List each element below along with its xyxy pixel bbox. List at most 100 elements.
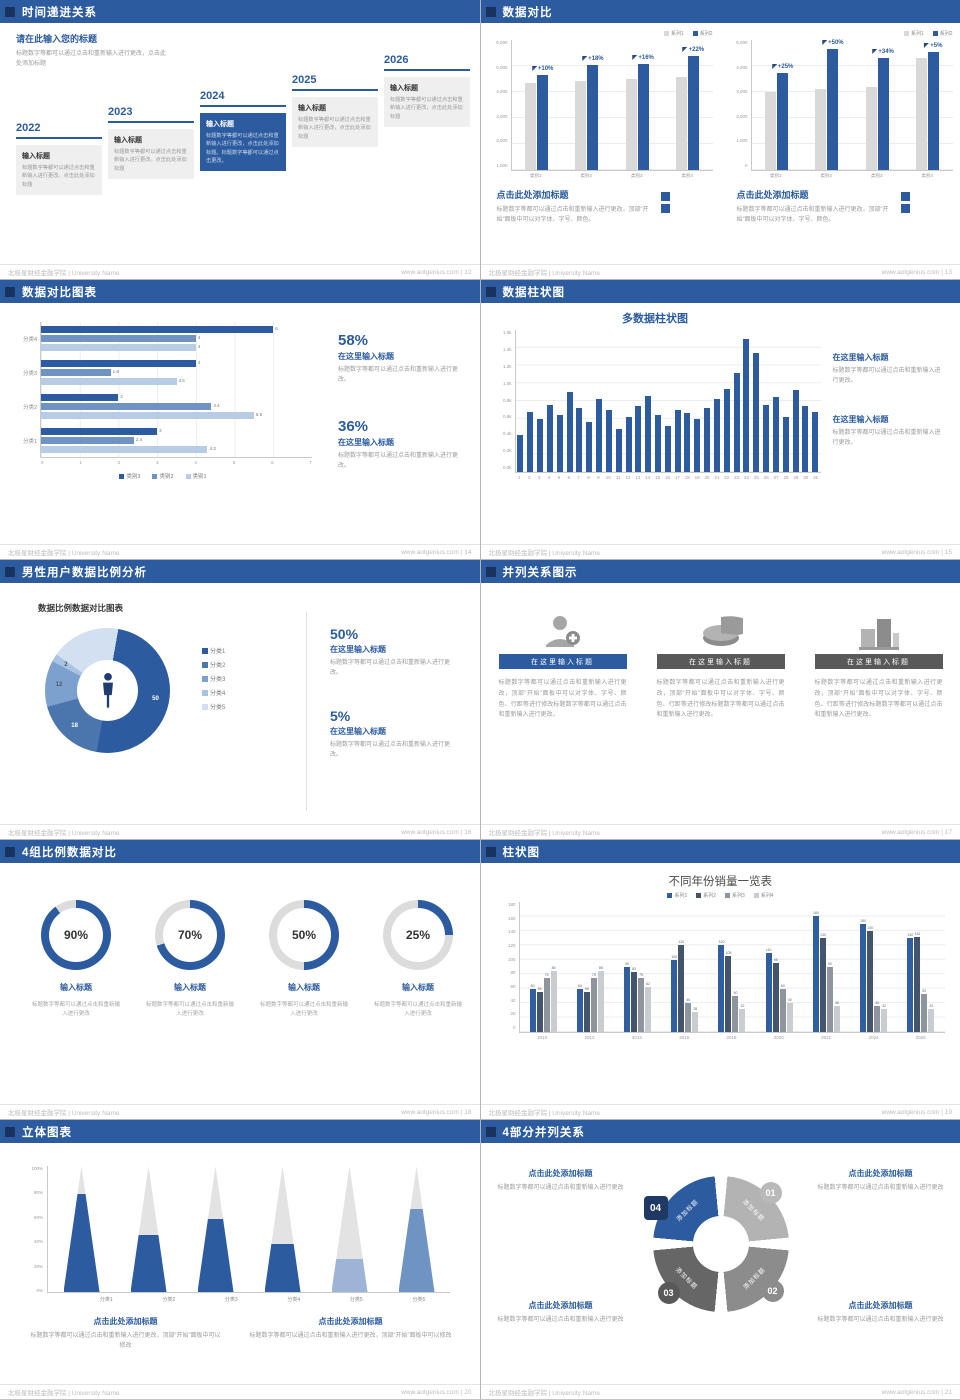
segment-label: 添加标题 (675, 1199, 700, 1224)
value-label: 36 (875, 1001, 880, 1005)
x-tick: 15 (655, 475, 661, 480)
category-label: 分类4 (22, 337, 37, 343)
bar: 60 (576, 984, 583, 1032)
caption-title: 点击此处添加标题 (736, 190, 809, 200)
bar (537, 418, 544, 472)
slide-20[interactable]: 立体图表 100% 80% 60% 40% 20% 0% 分类1 分类2 分类3 分类4 分类5 分类… (0, 1120, 480, 1399)
step-year: 2022 (16, 122, 102, 139)
y-tick: 5,000 (496, 64, 508, 70)
badge-03: 03 (657, 1282, 680, 1304)
ring-chart-50: 50% (269, 900, 339, 970)
value-label: 62 (646, 982, 650, 987)
footer-separator: | (941, 1108, 943, 1116)
y-tick: 4,000 (496, 89, 508, 95)
bar (743, 338, 750, 472)
category-axis: 分类4 分类3 分类2 分类1 (14, 322, 40, 458)
stat-body: 标题数字等都可以通过点击和重新输入进行更改。 (338, 367, 459, 384)
corner-block: 点击此处添加标题 标题数字等都可以通过点击和重新输入进行更改 (813, 1300, 949, 1325)
slide-18[interactable]: 4组比例数据对比 90% 输入标题 标题数字等都可以通过点击和重新输入进行更改 … (0, 840, 480, 1119)
value-label: 28 (693, 1006, 698, 1011)
bar: 36 (874, 1001, 881, 1032)
stat-body: 标题数字等都可以通过点击和重新输入进行更改。 (338, 453, 459, 470)
x-tick: 5 (557, 475, 561, 480)
percent-label: +25% (771, 63, 793, 70)
bar: 4 (41, 360, 200, 368)
slide-header: 数据柱状图 (480, 280, 960, 303)
y-tick: 3,000 (496, 113, 508, 119)
gmain: 1 2 3 4 5 6 7 8 9 10 11 12 13 14 15 16 17 18 19 20 21 22 23 24 2… (514, 330, 821, 482)
plot-area: +10% +18% +16% +22% (510, 40, 713, 171)
bar: 3.5 (41, 378, 185, 386)
legend-item: 系列1 (663, 30, 684, 37)
y-tick: 80 (510, 970, 516, 976)
value-label: 32 (882, 1003, 887, 1008)
slide-21[interactable]: 4部分并列关系 添加标题 添加标题 添加标题 添加标题 01 02 03 04 点击此… (480, 1120, 960, 1399)
pie-3d-icon (657, 608, 785, 654)
slide-header: 4组比例数据对比 (0, 840, 480, 863)
stat-block: 50% 在这里输入标题 标题数字等都可以通过点击和重新输入进行更改。 (330, 626, 452, 678)
x-tick: 2020 (773, 1035, 784, 1040)
bar-group: 90 83 75 62 (624, 902, 652, 1032)
stat-block: 36% 在这里输入标题 标题数字等都可以通过点击和重新输入进行更改。 (338, 418, 464, 471)
x-tick: 4 (194, 460, 197, 465)
bar: 130 (907, 933, 914, 1032)
stat-percent: 36% (338, 418, 369, 435)
slide-14[interactable]: 数据对比图表 分类4 分类3 分类2 分类1 6 4 4 4 1.8 3.5 2 4.4 5.5 3 2.4… (0, 280, 480, 559)
slide-19[interactable]: 柱状图 不同年份销量一览表 系列1 系列2 系列3 系列4 180 160 140 120 10… (480, 840, 960, 1119)
y-tick: 40 (510, 997, 516, 1003)
step-year: 2026 (384, 54, 470, 71)
chart-legend: 类别3 类别2 类别1 (14, 472, 312, 480)
x-tick: 分类4 (287, 1297, 301, 1303)
bar-group: +34% (865, 40, 894, 170)
x-axis: 2010 2012 2014 2016 2018 2020 2022 2024 2026 (519, 1033, 945, 1042)
x-tick: 6 (567, 475, 571, 480)
x-tick: 分类1 (99, 1297, 113, 1303)
bar: 60 (779, 984, 786, 1032)
slide-title: 柱状图 (502, 846, 540, 859)
block-body: 标题数字等都可以通过点击和重新输入进行更改。 (832, 368, 941, 385)
y-tick: 4,000 (736, 64, 748, 70)
slide-12[interactable]: 时间递进关系 请在此输入您的标题 标题数字等都可以通过点击和重新输入进行更改，点… (0, 0, 480, 279)
flag-icon (771, 63, 777, 69)
y-tick: 100 (507, 956, 516, 962)
x-axis: 0 1 2 3 4 5 6 7 (14, 458, 312, 468)
footer-site: www.aotgenius.com (881, 828, 940, 836)
value-label: 85 (551, 965, 556, 970)
bar: 28 (692, 1007, 699, 1032)
value-label: 120 (678, 940, 685, 945)
bar-group (596, 330, 603, 472)
corner-block: 点击此处添加标题 标题数字等都可以通过点击和重新输入进行更改 (813, 1168, 949, 1193)
ring-body: 标题数字等都可以通过点击和重新输入进行更改 (146, 1002, 235, 1018)
caption-title: 点击此处添加标题 (318, 1317, 383, 1326)
x-tick: 8 (587, 475, 590, 480)
bar-group (733, 330, 740, 472)
bar-group (704, 330, 711, 472)
slide-16[interactable]: 男性用户数据比例分析 数据比例数据对比图表 50 18 12 2 分类1 分类2 分类… (0, 560, 480, 839)
footer-separator: | (460, 548, 463, 556)
footer-separator: | (941, 1388, 943, 1396)
slide-15[interactable]: 数据柱状图 多数据柱状图 1.6k 1.4k 1.2k 1.0k 0.8k 0.6k 0.4… (480, 280, 960, 559)
bar (645, 395, 652, 472)
bar-group: +50% (815, 40, 844, 170)
bar (802, 406, 809, 472)
block-title: 在这里输入标题 (832, 415, 889, 424)
ring-title: 输入标题 (288, 983, 320, 992)
legend-item: 分类1 (210, 649, 226, 655)
bar (674, 409, 681, 472)
value-label: 150 (860, 918, 867, 923)
bar-group (792, 330, 799, 472)
y-tick: 1,000 (736, 138, 748, 144)
intro-block: 请在此输入您的标题 标题数字等都可以通过点击和重新输入进行更改，点击此处添加标题 (16, 32, 171, 69)
bar-group (546, 330, 553, 472)
slide-footer: 北极星财经金融学院 | University Name www.aotgeniu… (480, 824, 960, 839)
slide-17[interactable]: 并列关系图示 在这里输入标题 标题数字等都可以通过点击和重新输入进行更改，顶部“… (480, 560, 960, 839)
text-block: 在这里输入标题 标题数字等都可以通过点击和重新输入进行更改。 (833, 352, 945, 386)
bar: 1.8 (41, 369, 119, 377)
x-tick: 2016 (679, 1035, 690, 1040)
y-tick: 0.8k (502, 397, 512, 403)
horizontal-bar-chart: 分类4 分类3 分类2 分类1 6 4 4 4 1.8 3.5 2 4.4 5.5 3 2.4 4.3 0 1 2 3… (14, 322, 312, 480)
footer-separator: | (941, 548, 943, 556)
gmain: +10% +18% +16% +22% 类别1 类别2 类别3 类别4 (510, 40, 713, 180)
value-label: 4 (197, 360, 201, 366)
slide-13[interactable]: 数据对比 系列1 系列2 6,000 5,000 4,000 3,000 2,000 1,00… (480, 0, 960, 279)
